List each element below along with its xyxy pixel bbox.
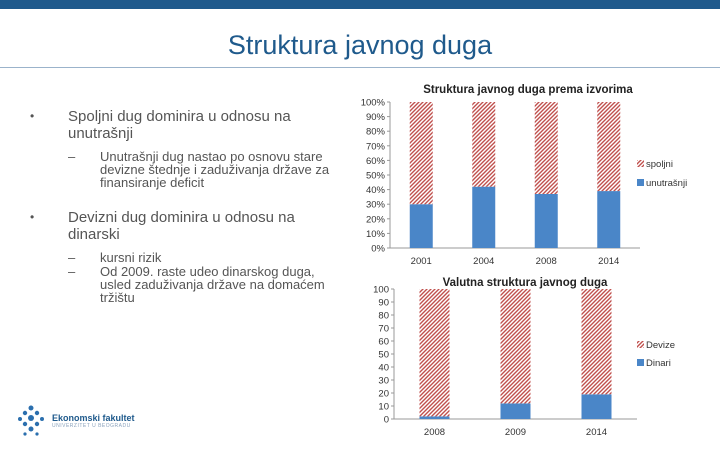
bullet-text: Devizni dug dominira u odnosu na dinarsk… (68, 209, 295, 243)
y-tick-label: 30 (378, 376, 389, 387)
x-tick-label: 2008 (536, 256, 557, 267)
y-tick-label: 90 (378, 298, 389, 309)
logo: Ekonomski fakultet UNIVERZITET U BEOGRAD… (16, 404, 135, 438)
y-tick-label: 80 (378, 311, 389, 322)
sub-bullet-text: Od 2009. raste udeo dinarskog duga, usle… (100, 264, 325, 305)
bar-segment-spoljni (472, 102, 496, 187)
x-tick-label: 2004 (473, 256, 494, 267)
top-accent-bar (0, 0, 720, 9)
bar-segment-spoljni (597, 102, 621, 192)
chart-sources: Struktura javnog duga prema izvorima 0% 10… (361, 84, 688, 267)
y-tick-label: 60 (378, 337, 389, 348)
y-tick-label: 100 (373, 285, 389, 296)
y-tick-label: 0% (371, 244, 385, 255)
slide-title: Struktura javnog duga (227, 30, 493, 60)
chart-title: Valutna struktura javnog duga (443, 277, 608, 289)
x-tick-label: 2008 (424, 427, 445, 438)
y-tick-label: 10% (366, 229, 386, 240)
legend-label: spoljni (646, 159, 673, 170)
x-tick-label: 2014 (598, 256, 619, 267)
sub-bullet-list: – kursni rizik – Od 2009. raste udeo din… (68, 251, 340, 304)
legend-label: Devize (646, 340, 675, 351)
x-tick-label: 2001 (411, 256, 432, 267)
university-logo-icon (18, 405, 44, 436)
legend-label: Dinari (646, 358, 671, 369)
chart-title: Struktura javnog duga prema izvorima (423, 84, 633, 96)
bar-segment-unutrašnji (534, 193, 558, 248)
corner-squares (688, 0, 718, 9)
sub-bullet-text: Unutrašnji dug nastao po osnovu stare de… (100, 149, 330, 190)
bullet-list: • Spoljni dug dominira u odnosu na unutr… (30, 108, 340, 324)
bar-segment-unutrašnji (472, 186, 496, 248)
bullet-dot-icon: • (30, 210, 35, 224)
bullet-dot-icon: • (30, 109, 35, 123)
bar-segment-devize (419, 289, 450, 417)
title-divider (0, 67, 720, 68)
y-tick-label: 100% (361, 98, 386, 109)
legend-label: unutrašnji (646, 178, 687, 189)
dash-icon: – (68, 250, 76, 265)
bar-segment-spoljni (409, 102, 433, 205)
logo-subtitle: UNIVERZITET U BEOGRADU (52, 423, 131, 429)
legend-swatch (637, 179, 644, 186)
legend-swatch (637, 359, 644, 366)
y-tick-label: 70 (378, 324, 389, 335)
sub-bullet-item: – Od 2009. raste udeo dinarskog duga, us… (68, 265, 340, 304)
bar-segment-unutrašnji (597, 191, 621, 248)
legend-swatch (637, 160, 644, 167)
bullet-text: Spoljni dug dominira u odnosu na unutraš… (68, 108, 291, 142)
y-tick-label: 20 (378, 389, 389, 400)
y-tick-label: 20% (366, 214, 386, 225)
bar-segment-spoljni (534, 102, 558, 194)
y-tick-label: 10 (378, 402, 389, 413)
sub-bullet-item: – Unutrašnji dug nastao po osnovu stare … (68, 150, 340, 189)
dash-icon: – (68, 149, 76, 164)
y-tick-label: 50% (366, 171, 386, 182)
x-tick-label: 2014 (586, 427, 607, 438)
y-tick-label: 70% (366, 141, 386, 152)
dash-icon: – (68, 264, 76, 279)
y-tick-label: 40 (378, 363, 389, 374)
bullet-item: • Devizni dug dominira u odnosu na dinar… (30, 209, 340, 243)
y-tick-label: 90% (366, 112, 386, 123)
y-tick-label: 30% (366, 200, 386, 211)
bullet-item: • Spoljni dug dominira u odnosu na unutr… (30, 108, 340, 142)
chart-currency: Valutna struktura javnog duga 0 10 20 30 40 50… (373, 277, 675, 438)
legend-swatch (637, 341, 644, 348)
y-tick-label: 40% (366, 185, 386, 196)
logo-name: Ekonomski fakultet (52, 413, 135, 423)
sub-bullet-text: kursni rizik (100, 250, 162, 265)
x-tick-label: 2009 (505, 427, 526, 438)
y-tick-label: 0 (384, 415, 389, 426)
bar-segment-dinari (581, 394, 612, 419)
y-tick-label: 50 (378, 350, 389, 361)
bar-segment-devize (581, 289, 612, 395)
y-tick-label: 60% (366, 156, 386, 167)
bar-segment-dinari (419, 416, 450, 419)
bar-segment-dinari (500, 403, 531, 419)
sub-bullet-item: – kursni rizik (68, 251, 340, 264)
bar-segment-devize (500, 289, 531, 404)
y-tick-label: 80% (366, 127, 386, 138)
bar-segment-unutrašnji (409, 204, 433, 248)
